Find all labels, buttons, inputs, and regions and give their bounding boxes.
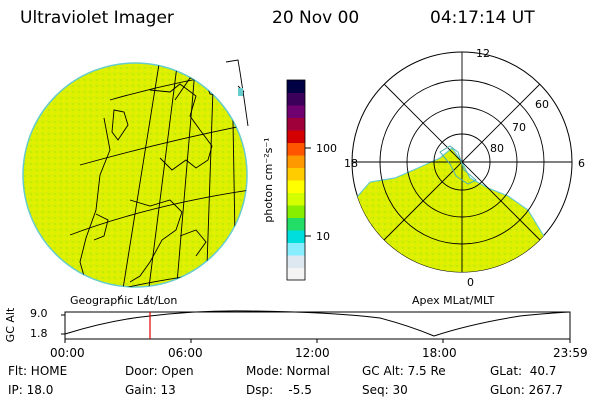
polar-grid bbox=[352, 52, 572, 272]
colorbar-band bbox=[287, 155, 305, 168]
info-ip: IP: 18.0 bbox=[8, 383, 54, 397]
geo-offdisk-lines bbox=[117, 59, 249, 301]
time-label: 04:17:14 UT bbox=[430, 8, 535, 28]
colorbar-band bbox=[287, 205, 305, 218]
info-flight: Flt: HOME bbox=[8, 364, 68, 378]
colorbar-band bbox=[287, 117, 305, 131]
orbit-xtick-2: 12:00 bbox=[295, 346, 330, 360]
info-seq: Seq: 30 bbox=[362, 383, 408, 397]
orbit-xtick-3: 18:00 bbox=[422, 346, 457, 360]
info-mode: Mode: Normal bbox=[246, 364, 330, 378]
mlt-label-18: 18 bbox=[344, 157, 358, 170]
colorbar-band bbox=[287, 192, 305, 206]
polar-cusp-outline bbox=[439, 145, 477, 185]
polar-panel-label: Apex MLat/MLT bbox=[412, 294, 495, 307]
orbit-ytick-1-8: 1.8 bbox=[30, 327, 48, 340]
mlt-label-0: 0 bbox=[467, 276, 474, 289]
colorbar-frame bbox=[286, 79, 306, 281]
colorbar-band bbox=[287, 130, 305, 143]
geographic-image bbox=[22, 59, 249, 301]
orbit-plot bbox=[61, 310, 571, 343]
orbit-plot-frame bbox=[64, 311, 571, 340]
colorbar-label-100: 100 bbox=[316, 142, 337, 155]
colorbar-band bbox=[287, 255, 305, 268]
date-label: 20 Nov 00 bbox=[272, 8, 360, 28]
orbit-xtick-0: 00:00 bbox=[50, 346, 85, 360]
colorbar-band bbox=[287, 242, 305, 256]
mlat-label-80: 80 bbox=[490, 142, 504, 155]
info-dsp: Dsp: -5.5 bbox=[246, 383, 312, 397]
colorbar-unit-label: photon cm⁻²s⁻¹ bbox=[262, 137, 275, 223]
orbit-ytick-9: 9.0 bbox=[30, 307, 48, 320]
polar-image bbox=[351, 51, 573, 273]
mlat-label-70: 70 bbox=[512, 121, 526, 134]
geo-edge-marker bbox=[238, 88, 243, 96]
colorbar-band bbox=[287, 105, 305, 118]
colorbar-band bbox=[287, 217, 305, 231]
colorbar-band bbox=[287, 180, 305, 193]
orbit-xtick-1: 06:00 bbox=[168, 346, 203, 360]
info-glon: GLon: 267.7 bbox=[490, 383, 563, 397]
colorbar-label-10: 10 bbox=[316, 230, 330, 243]
info-gain: Gain: 13 bbox=[125, 383, 176, 397]
orbit-xtick-4: 23:59 bbox=[553, 346, 588, 360]
colorbar-band bbox=[287, 92, 305, 106]
colorbar-band bbox=[287, 142, 305, 156]
earth-disk bbox=[22, 62, 248, 288]
colorbar-band bbox=[287, 230, 305, 243]
orbit-ylabel: GC Alt bbox=[4, 307, 17, 343]
geo-panel-label: Geographic Lat/Lon bbox=[70, 294, 178, 307]
colorbar-band bbox=[287, 80, 305, 93]
info-gc-alt: GC Alt: 7.5 Re bbox=[362, 364, 446, 378]
info-door: Door: Open bbox=[125, 364, 194, 378]
colorbar-band bbox=[287, 267, 305, 281]
mlt-label-12: 12 bbox=[476, 47, 490, 60]
colorbar-band bbox=[287, 167, 305, 181]
mlat-label-60: 60 bbox=[535, 98, 549, 111]
orbit-altitude-curve bbox=[64, 310, 571, 337]
instrument-title: Ultraviolet Imager bbox=[20, 8, 174, 28]
colorbar bbox=[286, 79, 311, 281]
mlt-label-6: 6 bbox=[578, 157, 585, 170]
info-glat: GLat: 40.7 bbox=[490, 364, 557, 378]
